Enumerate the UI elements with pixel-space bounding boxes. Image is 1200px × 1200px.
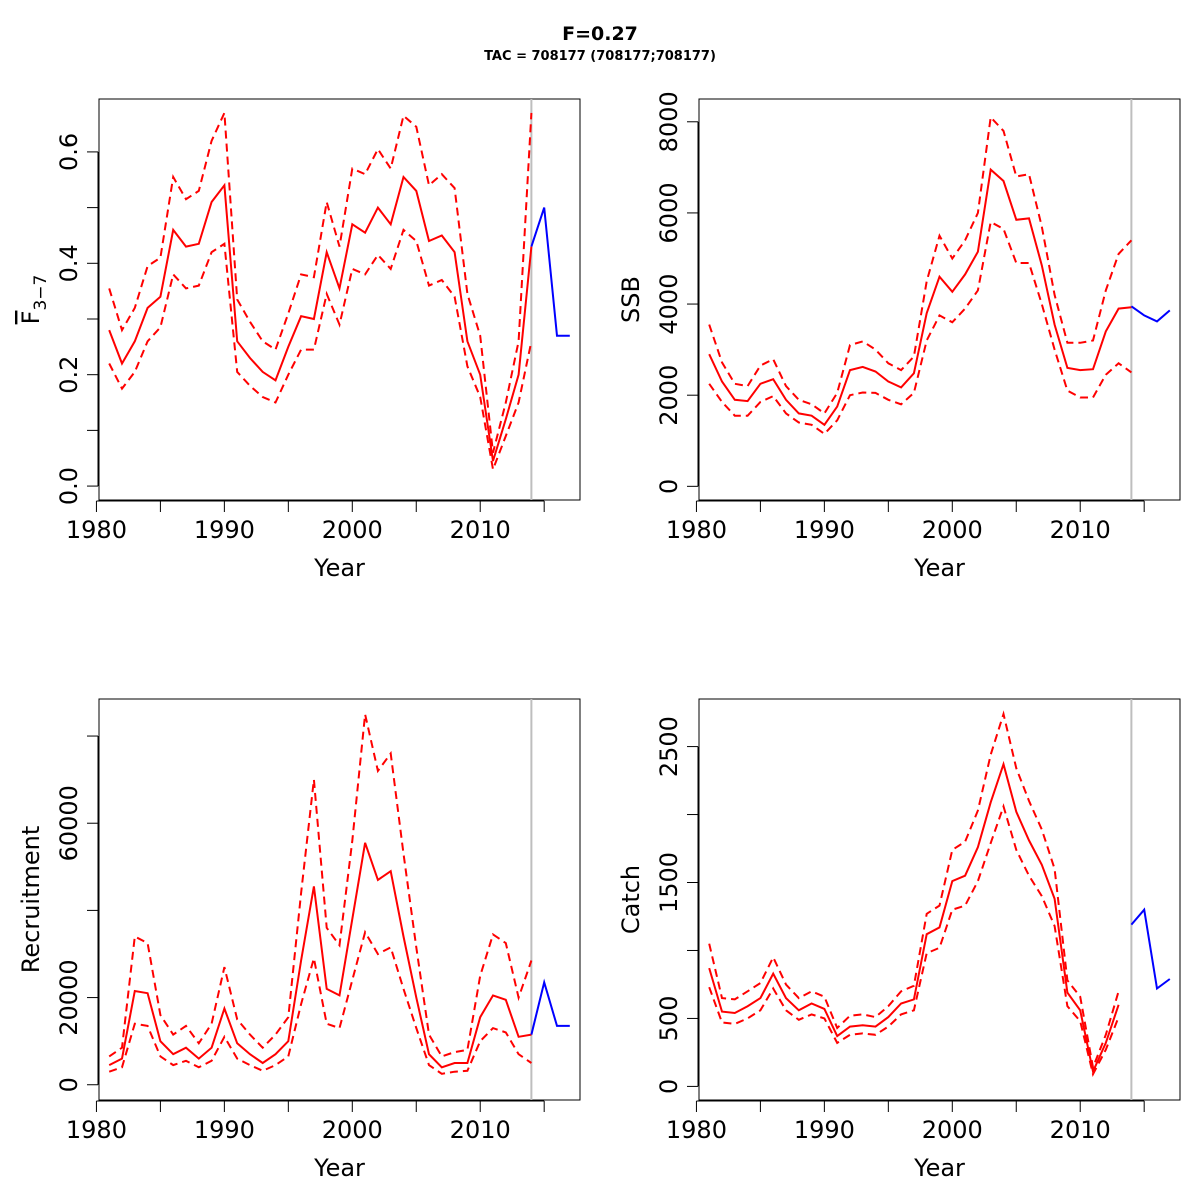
catch-upper-ci-line <box>708 710 1120 1072</box>
fbar-x-tick-label: 1980 <box>66 516 127 544</box>
recruitment-x-tick-label: 1990 <box>194 1116 255 1144</box>
ssb-y-tick-label: 2000 <box>655 365 683 426</box>
recruitment-projection-line <box>530 978 570 1035</box>
fbar-estimate-line <box>108 174 533 462</box>
catch-y-tick-label: 1500 <box>655 852 683 913</box>
catch-x-tick-label: 1980 <box>666 1116 727 1144</box>
recruitment-x-tick-label: 2000 <box>322 1116 383 1144</box>
catch-projection-line <box>1130 907 1171 991</box>
ssb-estimate-line <box>708 167 1132 427</box>
catch-x-tick-label: 2010 <box>1050 1116 1111 1144</box>
catch-y-tick-label: 0 <box>655 1079 683 1094</box>
ssb-y-axis-label-main: SSB <box>617 276 645 323</box>
recruitment-y-tick-label: 0 <box>55 1077 83 1092</box>
ssb-x-tick-label: 1990 <box>794 516 855 544</box>
fbar-projection-line <box>530 207 570 337</box>
catch-y-axis-label-main: Catch <box>617 865 645 934</box>
recruitment-y-tick-label: 20000 <box>55 959 83 1035</box>
catch-lower-ci-line <box>708 803 1120 1078</box>
recruitment-y-axis-label: Recruitment <box>17 826 45 973</box>
figure-subtitle: TAC = 708177 (708177;708177) <box>484 49 716 64</box>
catch-x-tick-label: 1990 <box>794 1116 855 1144</box>
fbar-x-tick-label: 2000 <box>322 516 383 544</box>
catch-x-axis-label: Year <box>913 1154 965 1182</box>
fbar-plot-frame <box>98 98 581 501</box>
ssb-x-axis-label: Year <box>913 554 965 582</box>
recruitment-upper-ci-line <box>108 714 533 1058</box>
recruitment-y-axis-label-main: Recruitment <box>17 826 45 973</box>
recruitment-estimate-line <box>108 842 532 1069</box>
fbar-upper-ci-line <box>108 112 533 453</box>
figure-title: F=0.27 <box>562 23 638 45</box>
ssb-y-tick-label: 8000 <box>655 91 683 152</box>
ssb-x-tick-label: 1980 <box>666 516 727 544</box>
recruitment-x-tick-label: 1980 <box>66 1116 127 1144</box>
fbar-x-axis-label: Year <box>313 554 365 582</box>
fbar-y-axis-label: F3−7 <box>17 275 51 325</box>
catch-estimate-line <box>708 760 1120 1075</box>
fbar-y-axis-label-subscript: 3−7 <box>31 275 51 311</box>
catch-plot-frame <box>698 698 1181 1101</box>
recruitment-panel: 1980 1990 2000 2010 0 20000 60000 Year Recruitme… <box>17 698 581 1182</box>
fbar-y-tick-label: 0.4 <box>55 244 83 282</box>
ssb-y-tick-label: 4000 <box>655 274 683 335</box>
recruitment-x-axis-label: Year <box>313 1154 365 1182</box>
ssb-x-tick-label: 2000 <box>922 516 983 544</box>
recruitment-plot-frame <box>98 698 581 1101</box>
ssb-lower-ci-line <box>708 220 1132 436</box>
ssb-panel: 1980 1990 2000 2010 0 2000 4000 6000 8000 Year SSB <box>617 91 1181 582</box>
catch-x-tick-label: 2000 <box>922 1116 983 1144</box>
fbar-x-tick-label: 2010 <box>450 516 511 544</box>
catch-y-tick-label: 500 <box>655 996 683 1042</box>
ssb-projection-line <box>1130 305 1171 323</box>
fbar-y-tick-label: 0.2 <box>55 356 83 394</box>
ssb-y-tick-label: 0 <box>655 479 683 494</box>
fbar-y-tick-label: 0.6 <box>55 133 83 171</box>
recruitment-lower-ci-line <box>108 929 532 1075</box>
fbar-y-axis-label-main: F <box>17 311 45 325</box>
catch-y-axis-label: Catch <box>617 865 645 934</box>
ssb-upper-ci-line <box>708 114 1133 415</box>
fbar-y-tick-label: 0.0 <box>55 467 83 505</box>
ssb-y-axis-label: SSB <box>617 276 645 323</box>
ssb-x-tick-label: 2010 <box>1050 516 1111 544</box>
recruitment-x-tick-label: 2010 <box>450 1116 511 1144</box>
recruitment-y-tick-label: 60000 <box>55 785 83 861</box>
catch-y-tick-label: 2500 <box>655 716 683 777</box>
fbar-x-tick-label: 1990 <box>194 516 255 544</box>
ssb-plot-frame <box>698 98 1181 501</box>
catch-panel: 1980 1990 2000 2010 0 500 1500 2500 Year Catch <box>617 698 1181 1182</box>
fbar-lower-ci-line <box>108 228 533 474</box>
ssb-y-tick-label: 6000 <box>655 182 683 243</box>
fbar-panel: 1980 1990 2000 2010 0.0 0.2 0.4 0.6 Year F3−7 <box>17 98 581 582</box>
